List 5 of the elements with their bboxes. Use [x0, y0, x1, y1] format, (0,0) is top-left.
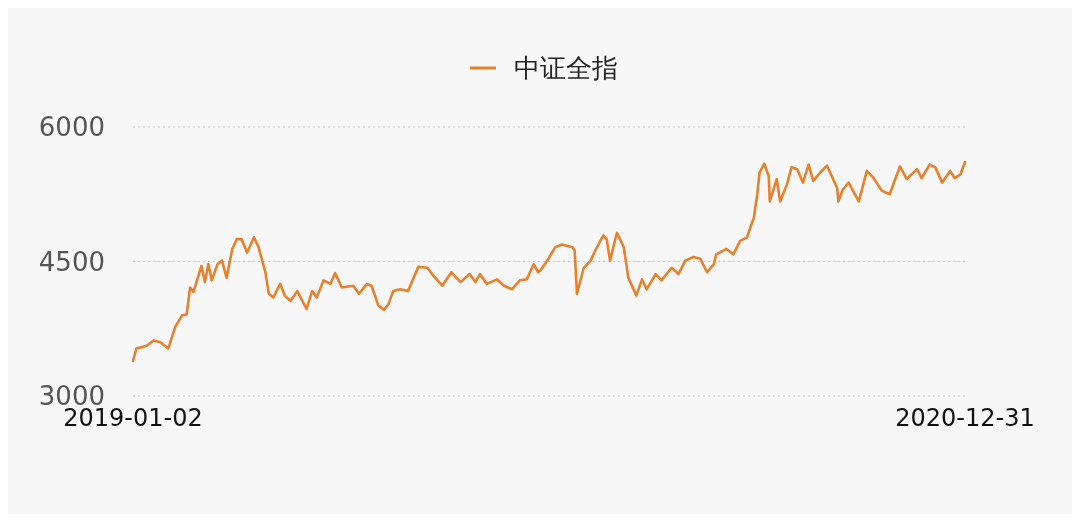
y-tick-label: 4500 [38, 246, 105, 277]
y-tick-label: 6000 [38, 112, 105, 143]
line-series [131, 160, 967, 363]
legend-label: 中证全指 [514, 53, 618, 84]
x-tick-label: 2020-12-31 [895, 404, 1035, 432]
